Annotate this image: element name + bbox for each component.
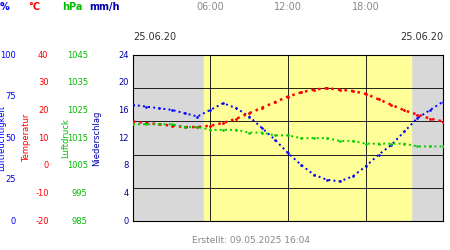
Text: mm/h: mm/h [89,2,120,12]
Text: 0: 0 [123,217,129,226]
Text: 25.06.20: 25.06.20 [133,32,176,42]
Text: 0: 0 [11,217,16,226]
Text: 16: 16 [118,106,129,115]
Text: 25: 25 [6,175,16,184]
Text: 985: 985 [72,217,88,226]
Text: 18:00: 18:00 [352,2,379,12]
Text: -10: -10 [35,189,49,198]
Text: -20: -20 [35,217,49,226]
Text: 10: 10 [38,134,49,142]
Bar [204,55,411,221]
Text: 20: 20 [38,106,49,115]
Text: 25.06.20: 25.06.20 [400,32,443,42]
Text: 1005: 1005 [67,161,88,170]
Text: 20: 20 [118,78,129,87]
Text: 100: 100 [0,50,16,59]
Text: 8: 8 [123,161,129,170]
Text: 30: 30 [38,78,49,87]
Text: 1035: 1035 [67,78,88,87]
Text: Luftfeuchtigkeit: Luftfeuchtigkeit [0,105,6,171]
Text: Temperatur: Temperatur [22,114,31,162]
Text: 40: 40 [38,50,49,59]
Text: 50: 50 [6,134,16,142]
Text: Erstellt: 09.05.2025 16:04: Erstellt: 09.05.2025 16:04 [192,236,310,245]
Text: hPa: hPa [62,2,82,12]
Text: 75: 75 [5,92,16,101]
Text: 4: 4 [123,189,129,198]
Text: %: % [0,2,9,12]
Text: 995: 995 [72,189,88,198]
Text: Niederschlag: Niederschlag [92,110,101,166]
Text: 06:00: 06:00 [197,2,224,12]
Text: 1015: 1015 [67,134,88,142]
Text: 0: 0 [43,161,49,170]
Text: 1025: 1025 [67,106,88,115]
Text: 24: 24 [118,50,129,59]
Text: °C: °C [28,2,40,12]
Text: 12: 12 [118,134,129,142]
Text: Luftdruck: Luftdruck [61,118,70,158]
Text: 1045: 1045 [67,50,88,59]
Text: 12:00: 12:00 [274,2,302,12]
